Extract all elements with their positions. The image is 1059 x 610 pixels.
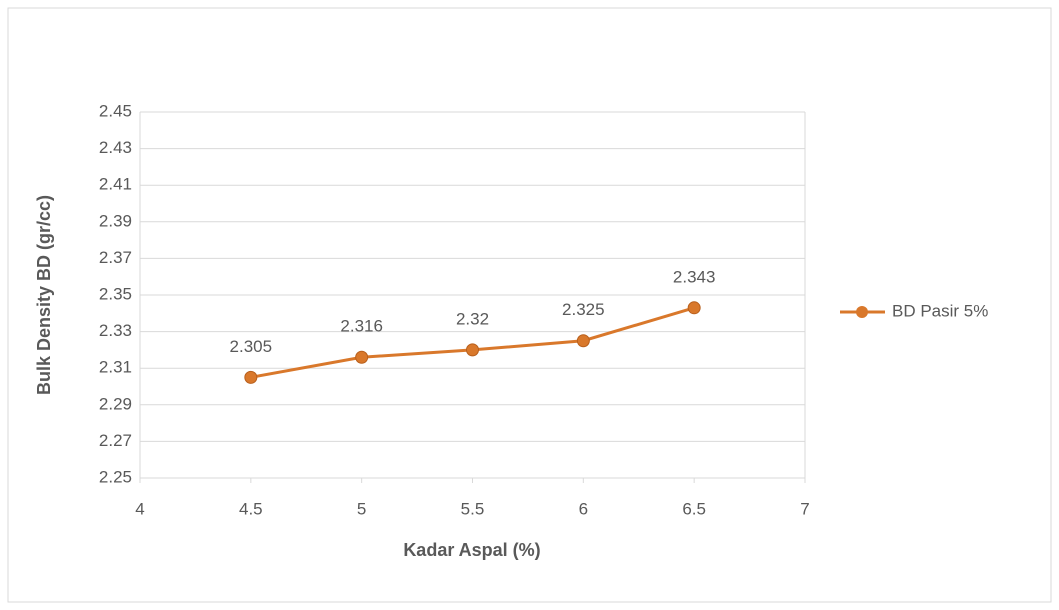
y-tick-label: 2.35 bbox=[99, 284, 132, 303]
x-tick-label: 4 bbox=[135, 499, 144, 518]
data-point bbox=[466, 343, 479, 357]
data-point bbox=[687, 301, 701, 315]
data-label: 2.343 bbox=[673, 267, 716, 286]
y-tick-label: 2.45 bbox=[99, 101, 132, 120]
data-label: 2.305 bbox=[230, 337, 273, 356]
legend-label: BD Pasir 5% bbox=[892, 301, 988, 320]
y-tick-label: 2.27 bbox=[99, 431, 132, 450]
data-point bbox=[576, 334, 590, 348]
y-tick-label: 2.33 bbox=[99, 321, 132, 340]
y-axis-title: Bulk Density BD (gr/cc) bbox=[34, 195, 54, 395]
x-tick-label: 5 bbox=[357, 499, 366, 518]
y-tick-label: 2.43 bbox=[99, 138, 132, 157]
legend-marker bbox=[856, 306, 868, 318]
x-tick-label: 7 bbox=[800, 499, 809, 518]
y-tick-label: 2.31 bbox=[99, 358, 132, 377]
y-tick-label: 2.37 bbox=[99, 248, 132, 267]
y-tick-label: 2.29 bbox=[99, 394, 132, 413]
x-tick-label: 4.5 bbox=[239, 499, 263, 518]
y-tick-label: 2.25 bbox=[99, 467, 132, 486]
x-tick-label: 5.5 bbox=[461, 499, 485, 518]
y-tick-label: 2.41 bbox=[99, 175, 132, 194]
x-axis-title: Kadar Aspal (%) bbox=[403, 540, 540, 560]
chart-border bbox=[7, 7, 1052, 603]
data-label: 2.316 bbox=[340, 317, 383, 336]
data-point bbox=[355, 350, 369, 364]
data-point bbox=[244, 370, 258, 384]
y-tick-label: 2.39 bbox=[99, 211, 132, 230]
x-tick-label: 6.5 bbox=[682, 499, 706, 518]
data-label: 2.325 bbox=[562, 300, 605, 319]
x-tick-label: 6 bbox=[579, 499, 588, 518]
data-label: 2.32 bbox=[456, 309, 489, 328]
